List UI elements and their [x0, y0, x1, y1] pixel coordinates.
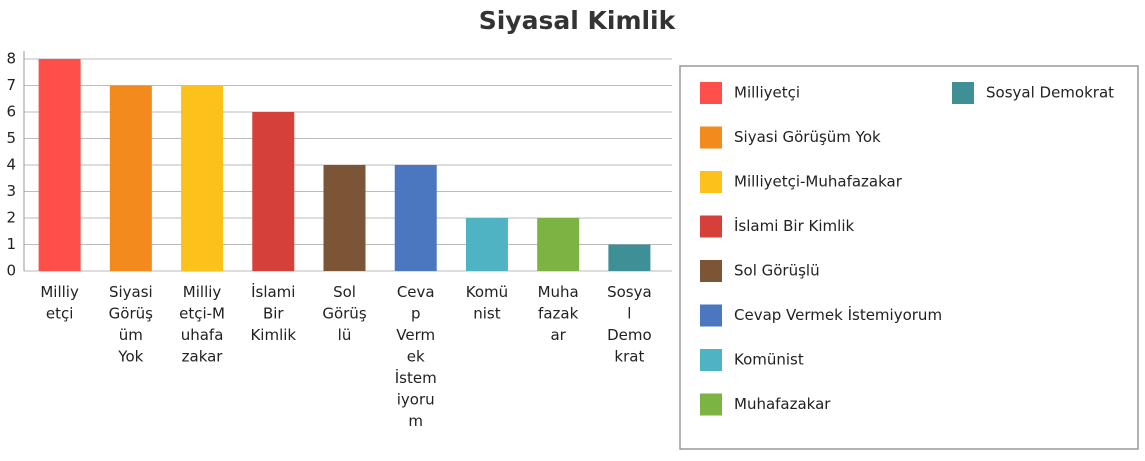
x-tick-label: Milliy etçi-M uhafa zakar	[179, 283, 225, 366]
legend-swatch	[700, 126, 722, 149]
legend-swatch	[700, 260, 722, 282]
y-tick-label: 1	[6, 235, 16, 253]
legend-label: İslami Bir Kimlik	[734, 216, 854, 235]
x-tick-label: Muha fazak ar	[538, 283, 579, 344]
legend-label: Muhafazakar	[734, 395, 831, 413]
y-tick-label: 5	[6, 129, 16, 147]
legend-label: Komünist	[734, 351, 804, 369]
y-tick-label: 4	[6, 156, 16, 174]
x-tick-label: Sol Görüş lü	[322, 283, 366, 344]
bar	[394, 165, 437, 271]
x-tick-label: Komü nist	[466, 283, 508, 323]
legend-swatch	[700, 393, 722, 416]
legend-label: Siyasi Görüşüm Yok	[734, 128, 881, 146]
bar	[465, 218, 508, 271]
bar	[323, 165, 366, 271]
chart-title: Siyasal Kimlik	[479, 6, 677, 35]
x-tick-label: Milliy etçi	[40, 283, 79, 323]
y-tick-label: 2	[6, 209, 16, 227]
x-tick-label: Ceva p Verm ek İstem iyoru m	[395, 283, 437, 430]
x-tick-label: Siyasi Görüş üm Yok	[109, 283, 153, 366]
x-tick-label: Sosya l Demo krat	[607, 283, 652, 366]
bar	[608, 244, 651, 271]
y-tick-label: 3	[6, 182, 16, 200]
bar	[109, 85, 152, 271]
bar	[181, 85, 224, 271]
y-tick-label: 8	[6, 50, 16, 68]
y-tick-label: 6	[6, 103, 16, 121]
legend-swatch	[700, 215, 722, 238]
legend-label: Sosyal Demokrat	[986, 84, 1114, 102]
legend-swatch	[700, 304, 722, 327]
legend-swatch	[952, 82, 974, 104]
y-tick-label: 0	[6, 262, 16, 280]
legend-box	[679, 65, 1139, 450]
legend-label: Milliyetçi	[734, 84, 800, 102]
legend-label: Cevap Vermek İstemiyorum	[734, 305, 942, 324]
bar	[252, 112, 295, 271]
legend-label: Milliyetçi-Muhafazakar	[734, 173, 903, 191]
legend-swatch	[700, 349, 722, 371]
bar	[537, 218, 580, 271]
y-tick-label: 7	[6, 76, 16, 94]
legend-swatch	[700, 171, 722, 193]
x-tick-label: İslami Bir Kimlik	[250, 282, 296, 344]
legend-swatch	[700, 82, 722, 104]
bar	[38, 59, 81, 271]
legend-label: Sol Görüşlü	[734, 262, 820, 280]
